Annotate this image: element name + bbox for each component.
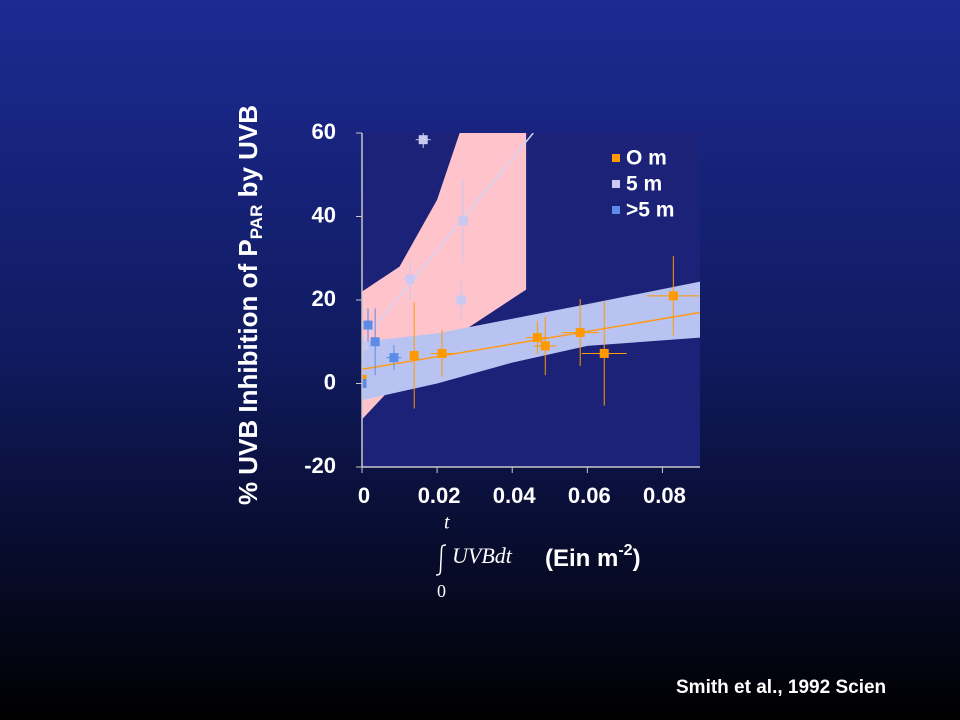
x-unit: (Ein m [545,545,618,572]
y-label-end: by UVB [233,105,263,205]
citation: Smith et al., 1992 Scien [676,677,886,698]
fit-line [362,133,534,343]
legend-swatch [612,180,620,188]
integral-sign [435,544,447,576]
legend-swatch [612,206,620,214]
data-point [389,353,399,363]
y-label-sub: PAR [247,205,266,240]
x-tick-label: 0.06 [568,483,611,508]
x-tick-label: 0 [358,483,370,508]
legend-label: >5 m [626,199,674,222]
data-point [362,341,369,351]
integral-upper: t [444,512,450,534]
axes: -20 0 20 40 60 0 0.02 0.04 0.06 0.08 O m 5 m >5 m [304,119,700,508]
x-tick-label: 0.08 [643,483,686,508]
x-unit-sup: -2 [618,542,632,559]
legend-label: 5 m [626,173,662,196]
y-tick-label: -20 [304,453,336,478]
data-point [575,328,585,338]
data-point [456,295,466,305]
x-unit-close: ) [633,545,641,572]
data-point [370,337,380,347]
data-point [540,341,550,351]
data-point [362,379,367,388]
y-axis-label: % UVB Inhibition of PPAR by UVB [233,105,267,505]
x-tick-label: 0.02 [418,483,461,508]
y-label-main: % UVB Inhibition of P [233,239,263,505]
plot-content [362,133,700,420]
y-tick-label: 20 [312,286,336,311]
data-point [437,348,447,358]
data-point [599,348,609,358]
data-point [458,216,468,226]
data-point [363,320,373,330]
y-tick-label: 0 [324,369,336,394]
y-tick-label: 40 [312,202,336,227]
legend-label: O m [626,147,667,170]
legend-swatch [612,154,620,162]
data-point [418,135,428,145]
data-point [409,351,419,361]
integrand: UVBdt [452,543,513,568]
data-point [532,333,542,343]
x-tick-label: 0.04 [493,483,537,508]
data-point [668,291,678,301]
y-tick-label: 60 [312,119,336,144]
data-point [405,274,415,284]
integral-lower: 0 [437,581,446,601]
x-axis-label: (Ein m-2) [545,542,641,572]
